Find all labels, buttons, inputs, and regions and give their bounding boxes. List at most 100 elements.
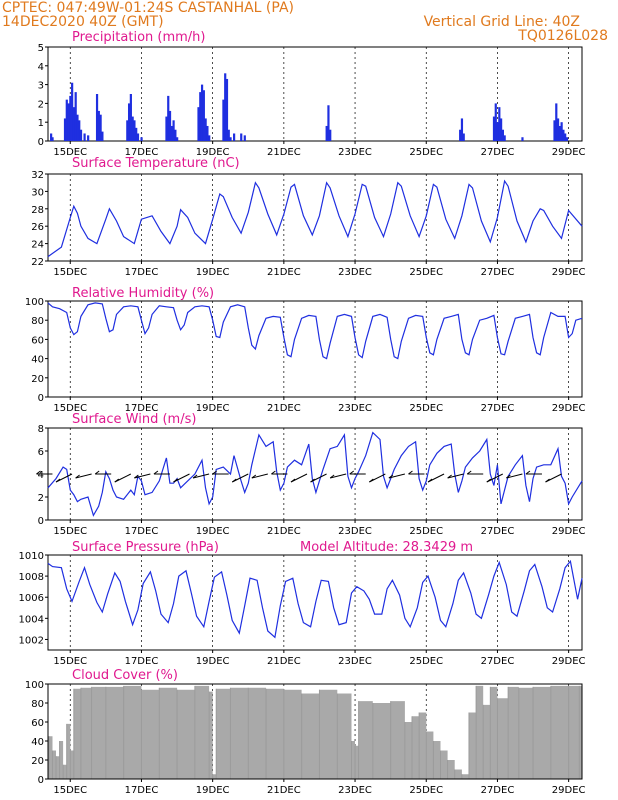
- x-tick-label: 19DEC: [196, 147, 230, 158]
- precip-bar: [327, 105, 330, 141]
- x-tick-label: 29DEC: [552, 785, 586, 796]
- precip-bar: [496, 122, 499, 141]
- precip-bar: [51, 137, 54, 141]
- x-tick-label: 23DEC: [338, 267, 372, 278]
- y-tick-label: 40: [31, 737, 44, 748]
- y-tick-label: 20: [31, 756, 44, 767]
- precip-bar: [501, 129, 504, 141]
- precip-bar: [72, 107, 76, 141]
- x-tick-label: 23DEC: [338, 147, 372, 158]
- precip-bar: [126, 120, 129, 141]
- x-tick-label: 27DEC: [481, 147, 515, 158]
- x-tick-label: 15DEC: [53, 526, 87, 537]
- wind-arrow: [173, 473, 190, 483]
- x-tick-label: 21DEC: [267, 403, 301, 414]
- wind-arrow-head: [310, 478, 315, 483]
- precip-bar: [199, 92, 202, 141]
- precip-bar: [208, 135, 211, 141]
- model-altitude-note: Model Altitude: 28.3429 m: [300, 540, 473, 555]
- humidity-panel: Relative Humidity (%) 0 20 40 60 80 100 15DEC 1…: [25, 286, 586, 414]
- y-tick-label: 80: [31, 316, 44, 327]
- precip-bar: [99, 114, 102, 141]
- y-tick-label: 4: [38, 62, 44, 73]
- y-tick-label: 1006: [19, 593, 44, 604]
- x-tick-label: 17DEC: [125, 147, 159, 158]
- precip-bar: [127, 103, 131, 141]
- wind-arrow-head: [290, 478, 296, 483]
- y-tick-label: 1: [38, 118, 44, 129]
- y-tick-label: 1002: [19, 635, 44, 646]
- model-code: TQ0126L028: [517, 28, 608, 44]
- cloud-cover-area: [48, 685, 582, 779]
- wind-arrow: [388, 473, 406, 479]
- wind-arrow-head: [75, 474, 80, 479]
- y-tick-label: 0: [38, 516, 44, 527]
- wind-arrow: [506, 473, 523, 479]
- wind-arrow: [134, 473, 151, 479]
- y-tick-label: 0: [38, 775, 44, 786]
- precip-bar: [494, 103, 497, 141]
- y-tick-label: 32: [31, 170, 44, 181]
- x-tick-label: 17DEC: [125, 656, 159, 667]
- y-tick-label: 5: [38, 43, 44, 54]
- precip-bar: [79, 129, 83, 141]
- precip-bar: [83, 133, 86, 141]
- precip-bar: [460, 118, 464, 141]
- wind-arrow-head: [55, 478, 61, 483]
- wind-arrow: [55, 473, 73, 483]
- precipitation-title: Precipitation (mm/h): [72, 30, 205, 45]
- plot-frame: [47, 683, 583, 780]
- precip-bar: [176, 137, 179, 141]
- x-tick-label: 25DEC: [409, 785, 443, 796]
- series-line: [47, 179, 583, 258]
- wind-arrow-head: [114, 478, 120, 483]
- wind-arrow-head: [94, 470, 100, 475]
- y-tick-label: 26: [31, 222, 44, 233]
- wind-arrow-head: [408, 470, 413, 475]
- precip-bar: [170, 125, 173, 141]
- wind-arrow: [369, 473, 386, 483]
- precip-bar: [204, 118, 207, 141]
- plot-frame: [47, 46, 583, 142]
- wind-arrow-head: [212, 470, 217, 475]
- wind-arrow: [486, 473, 504, 483]
- wind-arrow: [290, 473, 308, 483]
- wind-arrow-head: [447, 474, 452, 479]
- x-tick-label: 27DEC: [481, 785, 515, 796]
- precip-bar: [325, 125, 328, 141]
- x-tick-label: 15DEC: [53, 267, 87, 278]
- precip-bar: [167, 95, 170, 141]
- y-tick-label: 100: [25, 297, 44, 308]
- station-header: CPTEC: 047:49W-01:24S CASTANHAL (PA): [2, 0, 294, 16]
- wind-arrow-head: [251, 474, 257, 479]
- x-tick-label: 17DEC: [125, 526, 159, 537]
- wind-arrow-head: [388, 474, 394, 479]
- wind-arrow-head: [545, 478, 550, 483]
- x-tick-label: 23DEC: [338, 526, 372, 537]
- wind-title: Surface Wind (m/s): [72, 412, 196, 427]
- cloud-cover-title: Cloud Cover (%): [72, 668, 178, 683]
- wind-arrow-head: [271, 470, 276, 475]
- wind-arrow-head: [349, 470, 355, 475]
- x-tick-label: 29DEC: [552, 267, 586, 278]
- series-line: [47, 302, 583, 360]
- wind-arrow-head: [36, 470, 41, 475]
- wind-arrow: [310, 473, 327, 483]
- precip-bar: [200, 84, 204, 141]
- precip-bar: [67, 103, 70, 141]
- y-tick-label: 22: [31, 257, 44, 268]
- precip-bar: [63, 118, 67, 141]
- wind-arrow-head: [506, 474, 511, 479]
- precip-bar: [97, 110, 100, 141]
- x-tick-label: 19DEC: [196, 267, 230, 278]
- y-tick-label: 28: [31, 205, 44, 216]
- precip-bar: [206, 125, 209, 141]
- x-tick-label: 27DEC: [481, 656, 515, 667]
- y-tick-label: 0: [38, 137, 44, 148]
- precip-bar: [459, 129, 462, 141]
- grid-line-note: Vertical Grid Line: 40Z: [424, 14, 580, 30]
- x-tick-label: 29DEC: [552, 526, 586, 537]
- y-tick-label: 40: [31, 355, 44, 366]
- precip-bar: [133, 120, 136, 141]
